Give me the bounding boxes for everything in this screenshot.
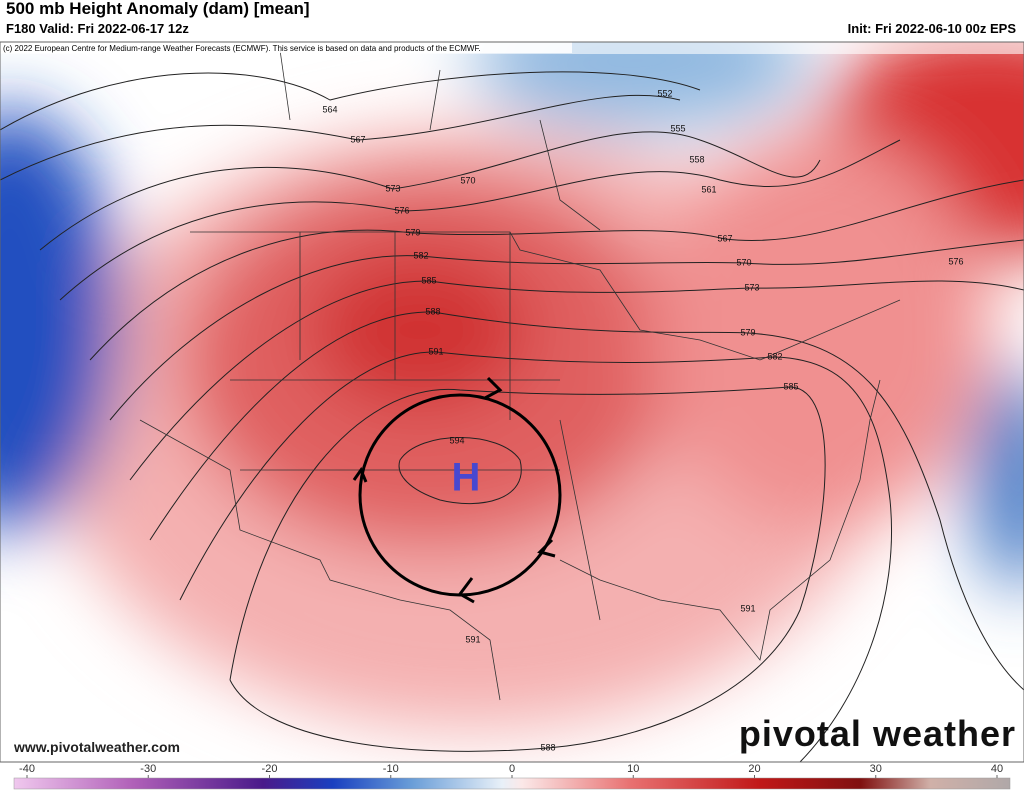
contour-label: 576 (394, 205, 409, 215)
brand-watermark: pivotal weather (739, 713, 1016, 754)
colorbar-tick-label: 0 (509, 763, 515, 775)
contour-label: 579 (405, 227, 420, 237)
contour-label: 570 (460, 175, 475, 185)
colorbar-tick-label: -30 (140, 763, 156, 775)
contour-label: 567 (717, 233, 732, 243)
contour-label: 591 (428, 346, 443, 356)
contour-label: 573 (744, 282, 759, 292)
colorbar-tick-label: 10 (627, 763, 639, 775)
contour-label: 582 (767, 351, 782, 361)
contour-label: 564 (322, 104, 337, 114)
contour-label: 567 (350, 134, 365, 144)
credit: (c) 2022 European Centre for Medium-rang… (3, 44, 481, 53)
contour-label: 594 (449, 435, 464, 445)
colorbar-tick-label: -10 (383, 763, 399, 775)
contour-label: 561 (701, 184, 716, 194)
colorbar-tick-label: 20 (748, 763, 760, 775)
contour-label: 591 (740, 603, 755, 613)
contour-label: 591 (465, 634, 480, 644)
valid-time: F180 Valid: Fri 2022-06-17 12z (6, 21, 189, 36)
contour-label: 588 (425, 306, 440, 316)
colorbar-tick-label: -20 (262, 763, 278, 775)
contour-label: 558 (689, 154, 704, 164)
contour-label: 579 (740, 327, 755, 337)
map: H 564 567 573 576 579 582 585 588 591 59… (0, 42, 1024, 762)
colorbar (13, 777, 1011, 790)
contour-label: 570 (736, 257, 751, 267)
colorbar-ticks: -40 -30 -20 -10 0 10 20 30 40 (19, 763, 1003, 778)
contour-label: 552 (657, 88, 672, 98)
init-time: Init: Fri 2022-06-10 00z EPS (848, 21, 1017, 36)
contour-label: 576 (948, 256, 963, 266)
colorbar-tick-label: 40 (991, 763, 1003, 775)
contour-label: 582 (413, 250, 428, 260)
contour-label: 585 (783, 381, 798, 391)
colorbar-tick-label: 30 (870, 763, 882, 775)
contour-label: 573 (385, 183, 400, 193)
contour-labels: 564 567 573 576 579 582 585 588 591 594 … (322, 88, 963, 752)
title: 500 mb Height Anomaly (dam) [mean] (6, 0, 310, 18)
contour-label: 588 (540, 742, 555, 752)
colorbar-tick-label: -40 (19, 763, 35, 775)
site-url: www.pivotalweather.com (13, 739, 180, 755)
high-label: H (452, 456, 481, 500)
contour-label: 585 (421, 275, 436, 285)
contour-label: 555 (670, 123, 685, 133)
